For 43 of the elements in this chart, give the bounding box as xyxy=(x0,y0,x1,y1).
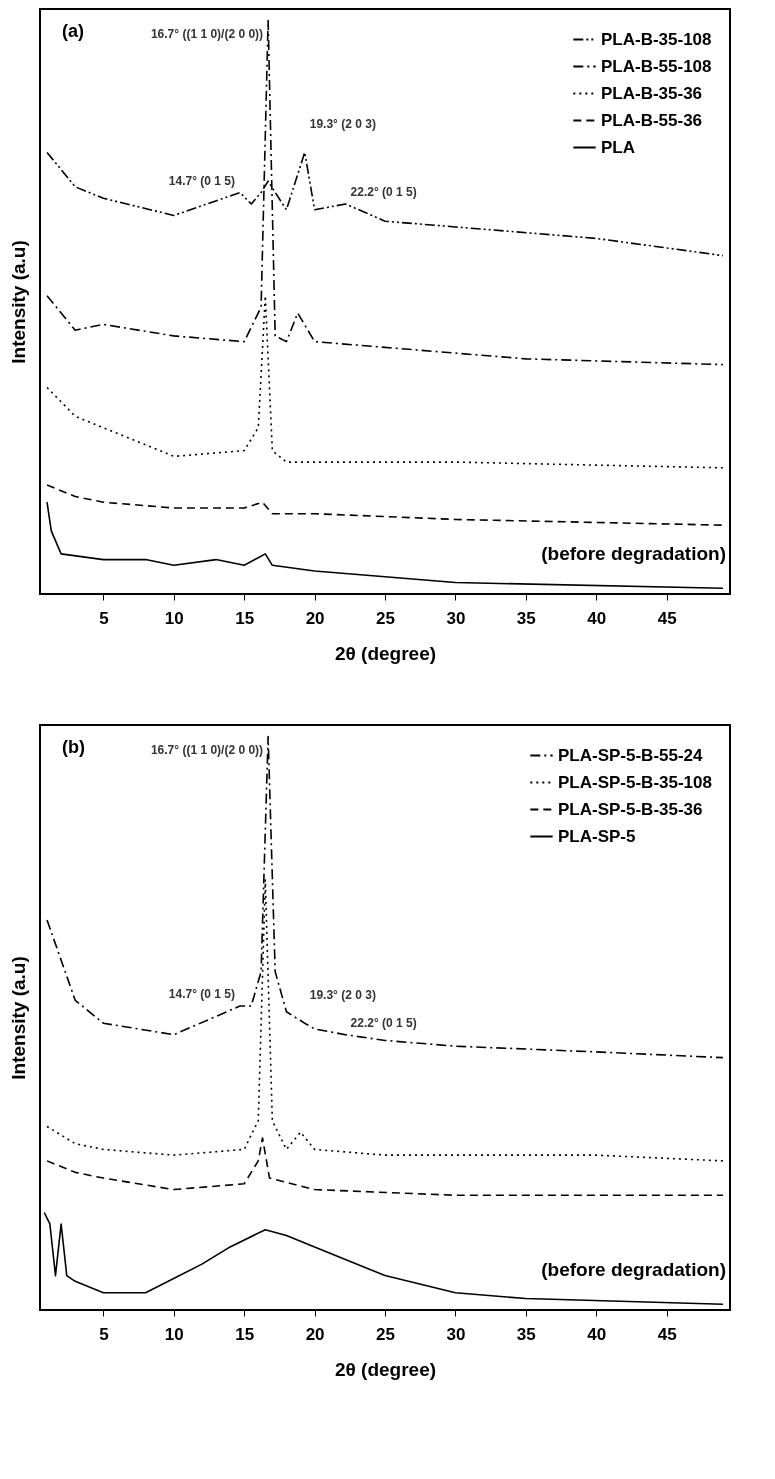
legend-label: PLA-B-35-108 xyxy=(601,29,712,49)
x-tick-label: 35 xyxy=(516,1324,536,1344)
x-tick-label: 45 xyxy=(657,608,677,628)
x-tick-label: 40 xyxy=(587,1324,607,1344)
x-tick-label: 15 xyxy=(235,608,255,628)
x-tick-label: 35 xyxy=(516,608,536,628)
x-tick-label: 15 xyxy=(235,1324,255,1344)
annotation: 14.7° (0 1 5) xyxy=(168,173,235,188)
annotation: 16.7° ((1 1 0)/(2 0 0)) xyxy=(150,27,264,42)
annotation: (before degradation) xyxy=(541,543,726,564)
y-axis-title: Intensity (a.u) xyxy=(7,956,29,1080)
y-axis-title: Intensity (a.u) xyxy=(7,240,29,364)
legend-label: PLA-B-55-36 xyxy=(601,110,703,130)
legend-label: PLA-B-55-108 xyxy=(601,56,712,76)
annotation: 19.3° (2 0 3) xyxy=(309,117,376,132)
x-tick-label: 5 xyxy=(99,1324,109,1344)
x-tick-label: 10 xyxy=(164,1324,184,1344)
x-tick-label: 20 xyxy=(305,608,325,628)
x-tick-label: 10 xyxy=(164,608,184,628)
annotation: 22.2° (0 1 5) xyxy=(350,185,417,199)
annotation: (before degradation) xyxy=(541,1259,726,1280)
x-tick-label: 30 xyxy=(446,608,466,628)
annotation: 14.7° (0 1 5) xyxy=(168,987,235,1002)
legend-label: PLA-SP-5-B-35-36 xyxy=(558,799,703,819)
x-tick-label: 20 xyxy=(305,1324,325,1344)
legend-label: PLA-SP-5 xyxy=(558,826,636,846)
x-axis-title: 2θ (degree) xyxy=(334,1358,437,1380)
annotation: 19.3° (2 0 3) xyxy=(309,988,376,1003)
legend-label: PLA-SP-5-B-55-24 xyxy=(558,745,704,765)
x-tick-label: 30 xyxy=(446,1324,466,1344)
chart-title: (a) xyxy=(62,21,84,41)
x-tick-label: 5 xyxy=(99,608,109,628)
annotation: 16.7° ((1 1 0)/(2 0 0)) xyxy=(150,743,264,758)
legend-label: PLA xyxy=(601,137,635,157)
legend-label: PLA-SP-5-B-35-108 xyxy=(558,772,712,792)
legend-label: PLA-B-35-36 xyxy=(601,83,703,103)
x-tick-label: 45 xyxy=(657,1324,677,1344)
chart-title: (b) xyxy=(62,737,85,757)
x-tick-label: 40 xyxy=(587,608,607,628)
x-axis-title: 2θ (degree) xyxy=(334,642,437,664)
x-tick-label: 25 xyxy=(376,1324,395,1344)
x-tick-label: 25 xyxy=(376,608,395,628)
annotation: 22.2° (0 1 5) xyxy=(350,1015,417,1030)
